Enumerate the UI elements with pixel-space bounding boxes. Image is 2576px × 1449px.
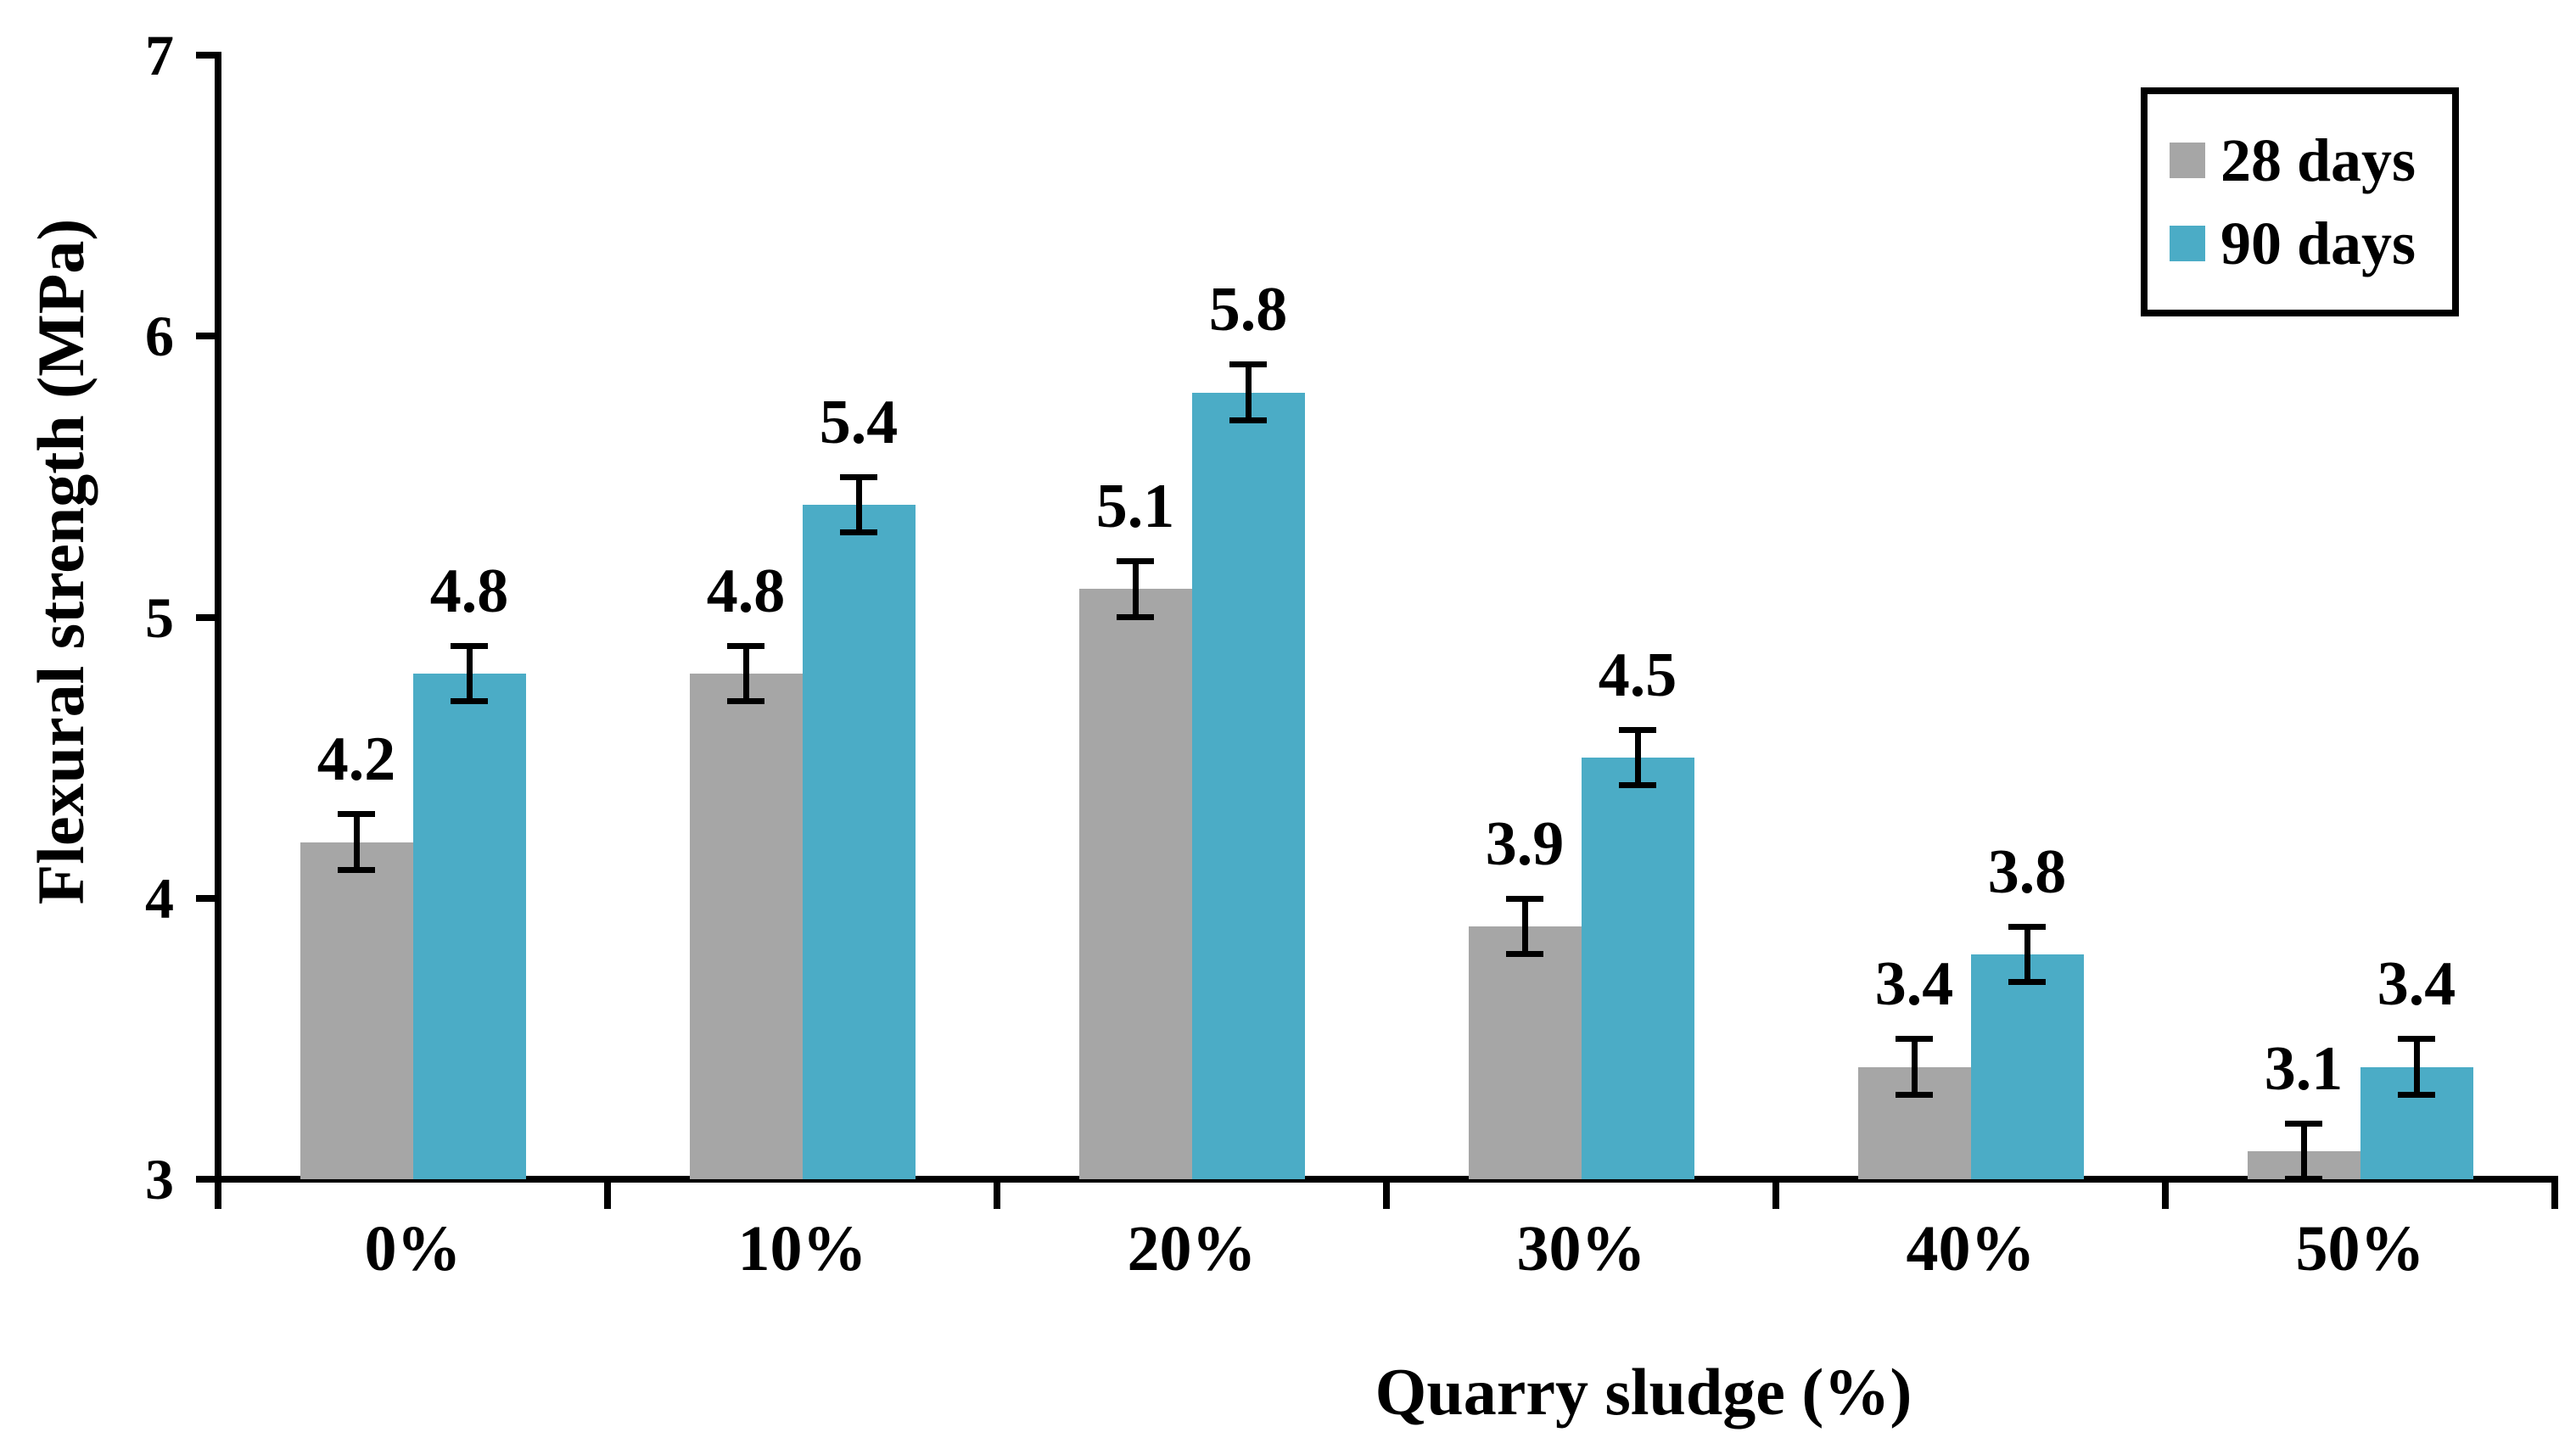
- value-label-90-days-30%: 4.5: [1598, 641, 1677, 710]
- legend-item-28-days: 28 days: [2170, 126, 2444, 194]
- value-label-90-days-10%: 5.4: [819, 387, 899, 457]
- error-bar-cap-bottom: [2398, 1091, 2435, 1098]
- error-bar-cap-bottom: [1619, 782, 1656, 789]
- y-tick-label: 4: [145, 865, 174, 931]
- y-tick-label: 5: [145, 585, 174, 650]
- error-bar-cap-bottom: [2008, 979, 2046, 986]
- error-bar-whisker: [742, 645, 749, 702]
- error-bar-cap-bottom: [1229, 417, 1267, 423]
- error-bar-cap-top: [1229, 361, 1267, 368]
- error-bar-whisker: [1911, 1038, 1918, 1095]
- error-bar-cap-bottom: [1506, 951, 1543, 957]
- x-axis-tick: [2551, 1179, 2558, 1209]
- y-tick-label: 3: [145, 1147, 174, 1211]
- x-axis-tick: [215, 1179, 221, 1209]
- error-bar-cap-bottom: [1896, 1091, 1933, 1098]
- bar-90-days-20%: [1191, 392, 1305, 1179]
- error-bar-cap-bottom: [840, 529, 877, 536]
- value-label-90-days-20%: 5.8: [1208, 275, 1288, 345]
- value-label-28-days-40%: 3.4: [1874, 949, 1954, 1020]
- value-label-90-days-40%: 3.8: [1987, 836, 2067, 907]
- error-bar-cap-top: [2398, 1036, 2435, 1043]
- error-bar-whisker: [1634, 730, 1641, 786]
- error-bar-cap-bottom: [1117, 613, 1154, 620]
- value-label-90-days-0%: 4.8: [429, 556, 509, 626]
- bar-28-days-0%: [300, 842, 413, 1179]
- x-tick-label-30%: 30%: [1516, 1213, 1646, 1284]
- error-bar-whisker: [2413, 1038, 2420, 1095]
- bar-90-days-30%: [1581, 758, 1694, 1179]
- x-axis-tick: [1772, 1179, 1779, 1209]
- y-tick-label: 7: [145, 23, 174, 87]
- bar-28-days-10%: [689, 673, 803, 1179]
- x-axis-tick: [994, 1179, 1000, 1209]
- error-bar-cap-top: [1619, 727, 1656, 733]
- bar-90-days-40%: [1970, 954, 2084, 1179]
- x-axis-tick: [604, 1179, 611, 1209]
- error-bar-cap-top: [727, 642, 764, 649]
- error-bar-cap-bottom: [727, 697, 764, 704]
- legend-label-90-days: 90 days: [2220, 210, 2416, 277]
- y-axis-tick: [196, 613, 215, 621]
- error-bar-whisker: [1521, 898, 1528, 954]
- error-bar-cap-top: [338, 811, 375, 818]
- x-axis-tick: [1383, 1179, 1390, 1209]
- y-axis-tick: [196, 894, 215, 902]
- x-tick-label-40%: 40%: [1906, 1213, 2036, 1284]
- y-tick-label: 6: [145, 304, 174, 369]
- x-tick-label-50%: 50%: [2295, 1213, 2425, 1284]
- value-label-28-days-30%: 3.9: [1485, 808, 1565, 879]
- error-bar-cap-top: [1117, 558, 1154, 565]
- error-bar-whisker: [2024, 926, 2030, 983]
- error-bar-cap-top: [840, 473, 877, 480]
- value-label-28-days-20%: 5.1: [1095, 472, 1175, 542]
- value-label-28-days-10%: 4.8: [706, 556, 786, 626]
- bar-28-days-30%: [1468, 926, 1582, 1179]
- error-bar-whisker: [466, 645, 473, 702]
- x-tick-label-10%: 10%: [737, 1213, 867, 1284]
- x-axis-tick: [2162, 1179, 2169, 1209]
- error-bar-cap-top: [2008, 923, 2046, 930]
- bar-90-days-10%: [802, 505, 916, 1179]
- legend-label-28-days: 28 days: [2220, 126, 2416, 194]
- x-tick-label-20%: 20%: [1127, 1213, 1257, 1284]
- legend-item-90-days: 90 days: [2170, 210, 2444, 277]
- error-bar-whisker: [1245, 364, 1252, 421]
- error-bar-whisker: [1132, 561, 1139, 618]
- error-bar-cap-top: [1506, 895, 1543, 902]
- value-label-90-days-50%: 3.4: [2377, 949, 2456, 1020]
- bar-90-days-0%: [412, 673, 526, 1179]
- error-bar-cap-bottom: [338, 866, 375, 873]
- error-bar-cap-top: [2285, 1120, 2322, 1127]
- error-bar-whisker: [2300, 1122, 2307, 1179]
- error-bar-cap-top: [451, 642, 488, 649]
- legend-swatch-90-days-icon: [2170, 226, 2205, 261]
- error-bar-whisker: [855, 476, 862, 534]
- y-axis-tick: [196, 1176, 215, 1183]
- error-bar-cap-bottom: [2285, 1176, 2322, 1182]
- error-bar-whisker: [353, 814, 360, 870]
- error-bar-cap-top: [1896, 1036, 1933, 1043]
- y-axis-tick: [196, 52, 215, 59]
- error-bar-cap-bottom: [451, 697, 488, 704]
- y-axis-tick: [196, 333, 215, 340]
- legend-box: 28 days 90 days: [2141, 87, 2459, 316]
- value-label-28-days-50%: 3.1: [2264, 1033, 2344, 1104]
- legend-swatch-28-days-icon: [2170, 143, 2205, 178]
- y-axis-line: [215, 52, 221, 1209]
- x-tick-label-0%: 0%: [364, 1213, 462, 1284]
- bar-28-days-20%: [1078, 589, 1192, 1179]
- x-axis-title: Quarry sludge (%): [1375, 1355, 1912, 1429]
- value-label-28-days-0%: 4.2: [316, 724, 396, 795]
